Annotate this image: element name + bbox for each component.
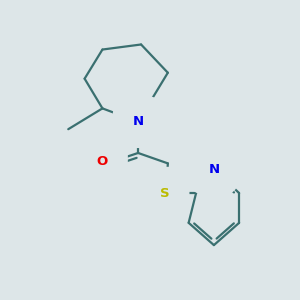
- Text: N: N: [133, 115, 144, 128]
- Text: S: S: [160, 187, 170, 200]
- Text: O: O: [97, 155, 108, 168]
- Text: N: N: [208, 163, 220, 176]
